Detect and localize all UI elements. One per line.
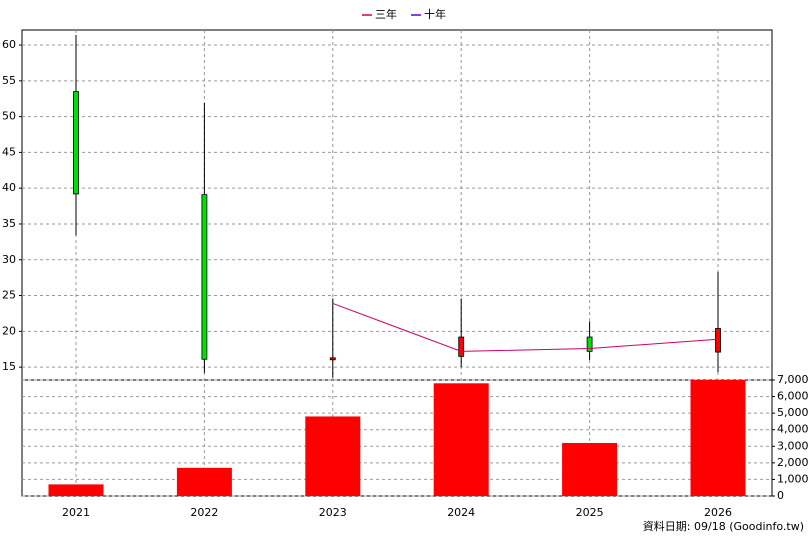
y-tick-label: 60: [2, 38, 16, 51]
y-tick-label: 6,000: [777, 390, 808, 403]
y-tick-label: 7,000: [777, 373, 808, 386]
x-tick-label: 2021: [62, 506, 90, 519]
candle-body: [458, 336, 465, 357]
candle-body: [201, 194, 208, 360]
volume-bar: [690, 380, 746, 496]
plot-frame: [21, 29, 773, 497]
y-tick-label: 2,000: [777, 456, 808, 469]
y-tick-label: 45: [2, 145, 16, 158]
volume-bar: [433, 383, 489, 496]
legend-label: 十年: [424, 7, 446, 21]
y-tick-label: 4,000: [777, 423, 808, 436]
x-tick-label: 2022: [190, 506, 218, 519]
volume-bar: [562, 442, 618, 496]
volume-bar: [48, 484, 104, 496]
y-tick-label: 5,000: [777, 406, 808, 419]
y-tick-label: 3,000: [777, 439, 808, 452]
y-tick-label: 30: [2, 253, 16, 266]
volume-bar: [305, 416, 361, 496]
y-tick-label: 1,000: [777, 472, 808, 485]
y-tick-label: 25: [2, 289, 16, 302]
candle-body: [73, 91, 79, 195]
x-tick-label: 2025: [576, 506, 604, 519]
x-tick-label: 2023: [319, 506, 347, 519]
y-tick-label: 0: [777, 489, 784, 502]
x-tick-label: 2026: [704, 506, 732, 519]
volume-bar: [176, 467, 232, 496]
candle-body: [586, 336, 593, 352]
y-tick-label: 15: [2, 360, 16, 373]
y-tick-label: 20: [2, 324, 16, 337]
series-line: [332, 302, 719, 352]
y-tick-label: 35: [2, 217, 16, 230]
legend-label: 三年: [375, 7, 397, 21]
y-tick-label: 55: [2, 74, 16, 87]
candle-body: [715, 328, 721, 353]
y-tick-label: 40: [2, 181, 16, 194]
source-note: 資料日期: 09/18 (Goodinfo.tw): [643, 519, 804, 533]
candle-body: [329, 357, 336, 361]
x-tick-label: 2024: [447, 506, 475, 519]
y-tick-label: 50: [2, 110, 16, 123]
